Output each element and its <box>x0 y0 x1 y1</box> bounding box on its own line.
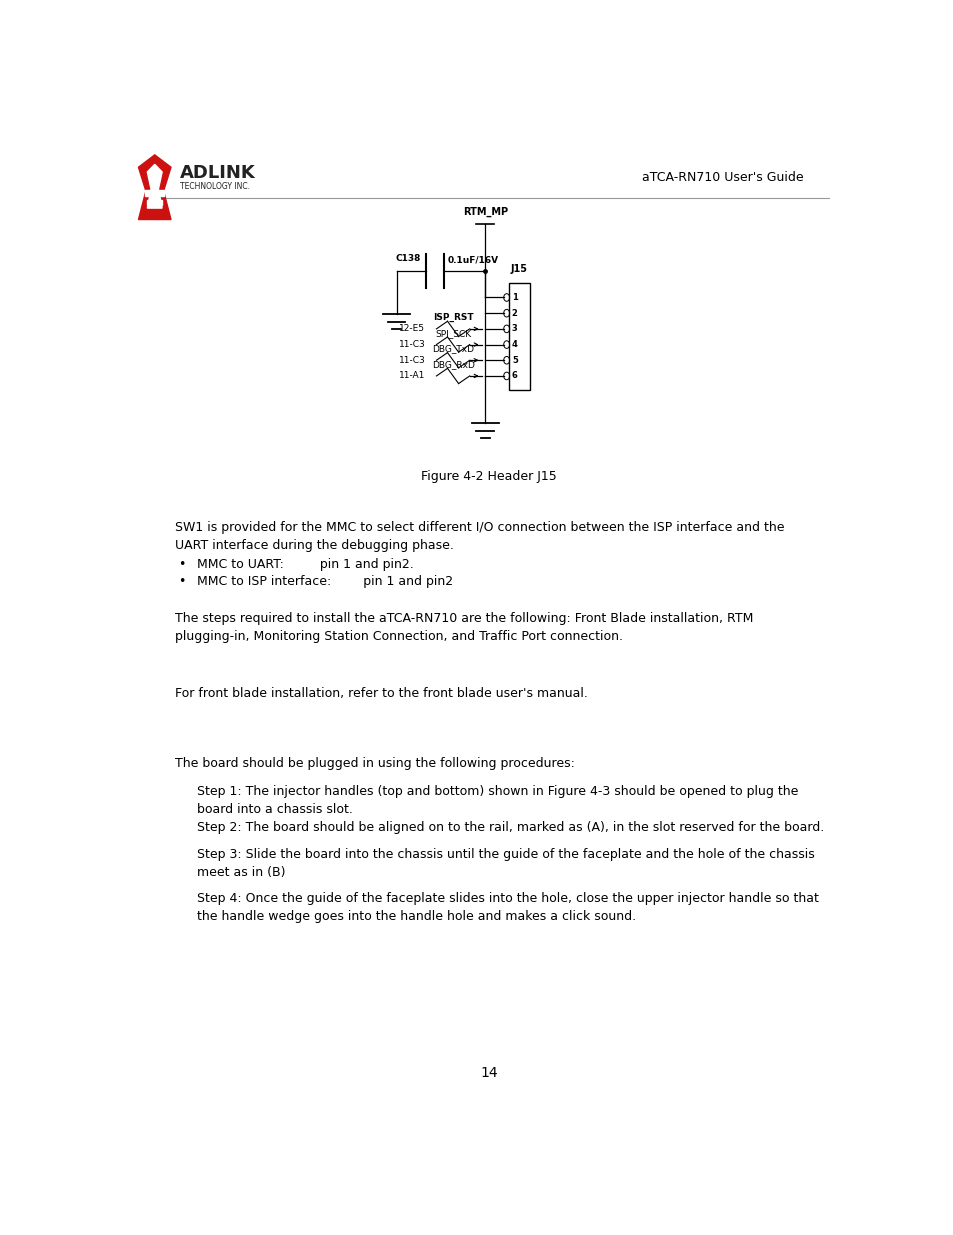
Text: 11-C3: 11-C3 <box>398 356 425 364</box>
Text: 11-A1: 11-A1 <box>398 372 425 380</box>
Text: MMC to ISP interface:        pin 1 and pin2: MMC to ISP interface: pin 1 and pin2 <box>196 576 453 588</box>
Text: The board should be plugged in using the following procedures:: The board should be plugged in using the… <box>174 757 574 769</box>
Text: 4: 4 <box>512 340 517 350</box>
Bar <box>508 283 529 390</box>
Text: 3: 3 <box>512 325 517 333</box>
Text: DBG_TxD: DBG_TxD <box>432 345 474 353</box>
Text: DBG_RxD: DBG_RxD <box>431 361 474 369</box>
Text: 6: 6 <box>512 372 517 380</box>
Text: 0.1uF/16V: 0.1uF/16V <box>447 256 498 264</box>
Text: SW1 is provided for the MMC to select different I/O connection between the ISP i: SW1 is provided for the MMC to select di… <box>174 521 783 552</box>
Text: •: • <box>178 576 186 588</box>
Text: MMC to UART:         pin 1 and pin2.: MMC to UART: pin 1 and pin2. <box>196 558 414 571</box>
Text: 14: 14 <box>479 1066 497 1079</box>
Text: ADLINK: ADLINK <box>180 164 255 182</box>
Text: aTCA-RN710 User's Guide: aTCA-RN710 User's Guide <box>640 172 802 184</box>
Text: RTM_MP: RTM_MP <box>462 206 507 216</box>
Text: 12-E5: 12-E5 <box>399 325 425 333</box>
Polygon shape <box>147 164 162 209</box>
Text: 1: 1 <box>512 293 517 303</box>
Text: J15: J15 <box>510 264 527 274</box>
Text: For front blade installation, refer to the front blade user's manual.: For front blade installation, refer to t… <box>174 688 587 700</box>
Text: C138: C138 <box>395 253 420 263</box>
Text: TECHNOLOGY INC.: TECHNOLOGY INC. <box>180 182 250 190</box>
Text: 5: 5 <box>512 356 517 364</box>
Polygon shape <box>145 190 164 196</box>
Text: Step 4: Once the guide of the faceplate slides into the hole, close the upper in: Step 4: Once the guide of the faceplate … <box>196 892 818 923</box>
Text: Step 3: Slide the board into the chassis until the guide of the faceplate and th: Step 3: Slide the board into the chassis… <box>196 848 814 879</box>
Text: 11-C3: 11-C3 <box>398 340 425 350</box>
Text: ISP_RST: ISP_RST <box>433 314 473 322</box>
Text: •: • <box>178 558 186 571</box>
Polygon shape <box>138 154 171 220</box>
Text: The steps required to install the aTCA-RN710 are the following: Front Blade inst: The steps required to install the aTCA-R… <box>174 613 752 643</box>
Text: SPI_SCK: SPI_SCK <box>435 329 471 338</box>
Text: Step 1: The injector handles (top and bottom) shown in Figure 4-3 should be open: Step 1: The injector handles (top and bo… <box>196 785 823 835</box>
Text: Figure 4-2 Header J15: Figure 4-2 Header J15 <box>420 469 557 483</box>
Text: 2: 2 <box>512 309 517 317</box>
Polygon shape <box>147 200 162 205</box>
